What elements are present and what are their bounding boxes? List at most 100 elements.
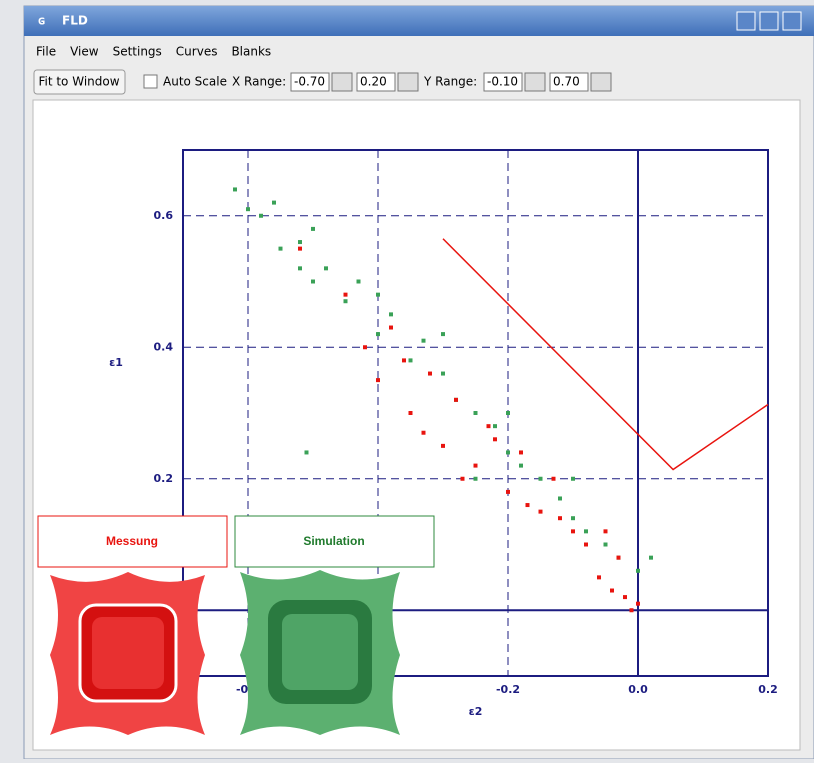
point [487,424,491,428]
fit-label: Fit to Window [38,75,119,89]
menu-item[interactable]: Curves [176,45,218,59]
point [389,312,393,316]
messung-label: Messung [106,534,158,548]
menu-item[interactable]: File [36,45,56,59]
screen: ɢ FLD File View Settings Curves Blanks Fit t… [0,0,814,759]
point [376,378,380,382]
point [636,569,640,573]
point [441,372,445,376]
point [630,608,634,612]
point [571,516,575,520]
point [454,398,458,402]
menu-item[interactable]: View [70,45,99,59]
point [474,477,478,481]
xmax-value: 0.20 [360,75,387,89]
simulation-cup-bottom [282,614,358,690]
spinner[interactable] [591,73,611,91]
y-tick-label: 0.6 [154,209,174,222]
point [233,187,237,191]
y-axis-label: ε1 [109,356,123,369]
menu-item[interactable]: Settings [113,45,162,59]
window-title: FLD [62,14,88,28]
point [506,450,510,454]
point [422,431,426,435]
point [539,510,543,514]
ymin-value: -0.10 [487,75,518,89]
point [604,529,608,533]
point [623,595,627,599]
point [389,326,393,330]
point [311,227,315,231]
point [422,339,426,343]
point [409,411,413,415]
point [279,247,283,251]
point [558,516,562,520]
auto-label: Auto Scale [163,75,227,89]
point [311,280,315,284]
y-tick-label: 0.2 [154,472,174,485]
point [376,293,380,297]
app-icon: ɢ [38,14,46,28]
help-button[interactable] [737,12,755,30]
point [428,372,432,376]
point [617,556,621,560]
yrange-label: Y Range: [423,75,477,89]
point [519,464,523,468]
point [474,464,478,468]
menu-item[interactable]: Blanks [231,45,271,59]
point [305,450,309,454]
point [604,543,608,547]
point [298,247,302,251]
point [259,214,263,218]
point [636,602,640,606]
point [474,411,478,415]
x-tick-label: 0.0 [628,683,648,696]
point [584,529,588,533]
point [298,240,302,244]
point [246,207,250,211]
menu-bar: File View Settings Curves Blanks [36,45,271,59]
x-tick-label: -0.2 [496,683,520,696]
point [493,437,497,441]
point [506,411,510,415]
point [597,575,601,579]
point [402,358,406,362]
close-button[interactable] [783,12,801,30]
point [552,477,556,481]
point [376,332,380,336]
point [519,450,523,454]
spinner[interactable] [332,73,352,91]
y-tick-label: 0.4 [154,340,174,353]
point [344,293,348,297]
spinner[interactable] [398,73,418,91]
point [649,556,653,560]
xmin-value: -0.70 [294,75,325,89]
point [363,345,367,349]
point [526,503,530,507]
point [493,424,497,428]
spinner[interactable] [525,73,545,91]
point [344,299,348,303]
point [357,280,361,284]
point [539,477,543,481]
point [272,201,276,205]
simulation-label: Simulation [303,534,364,548]
point [441,444,445,448]
point [506,490,510,494]
point [610,589,614,593]
maximize-button[interactable] [760,12,778,30]
point [584,543,588,547]
point [558,496,562,500]
point [409,358,413,362]
point [571,529,575,533]
x-tick-label: 0.2 [758,683,778,696]
x-axis-label: ε2 [469,705,483,718]
messung-cup-bottom [92,617,164,689]
point [461,477,465,481]
xrange-label: X Range: [232,75,286,89]
title-bar [24,6,814,36]
point [571,477,575,481]
point [324,266,328,270]
point [441,332,445,336]
auto-checkbox[interactable] [144,75,157,88]
